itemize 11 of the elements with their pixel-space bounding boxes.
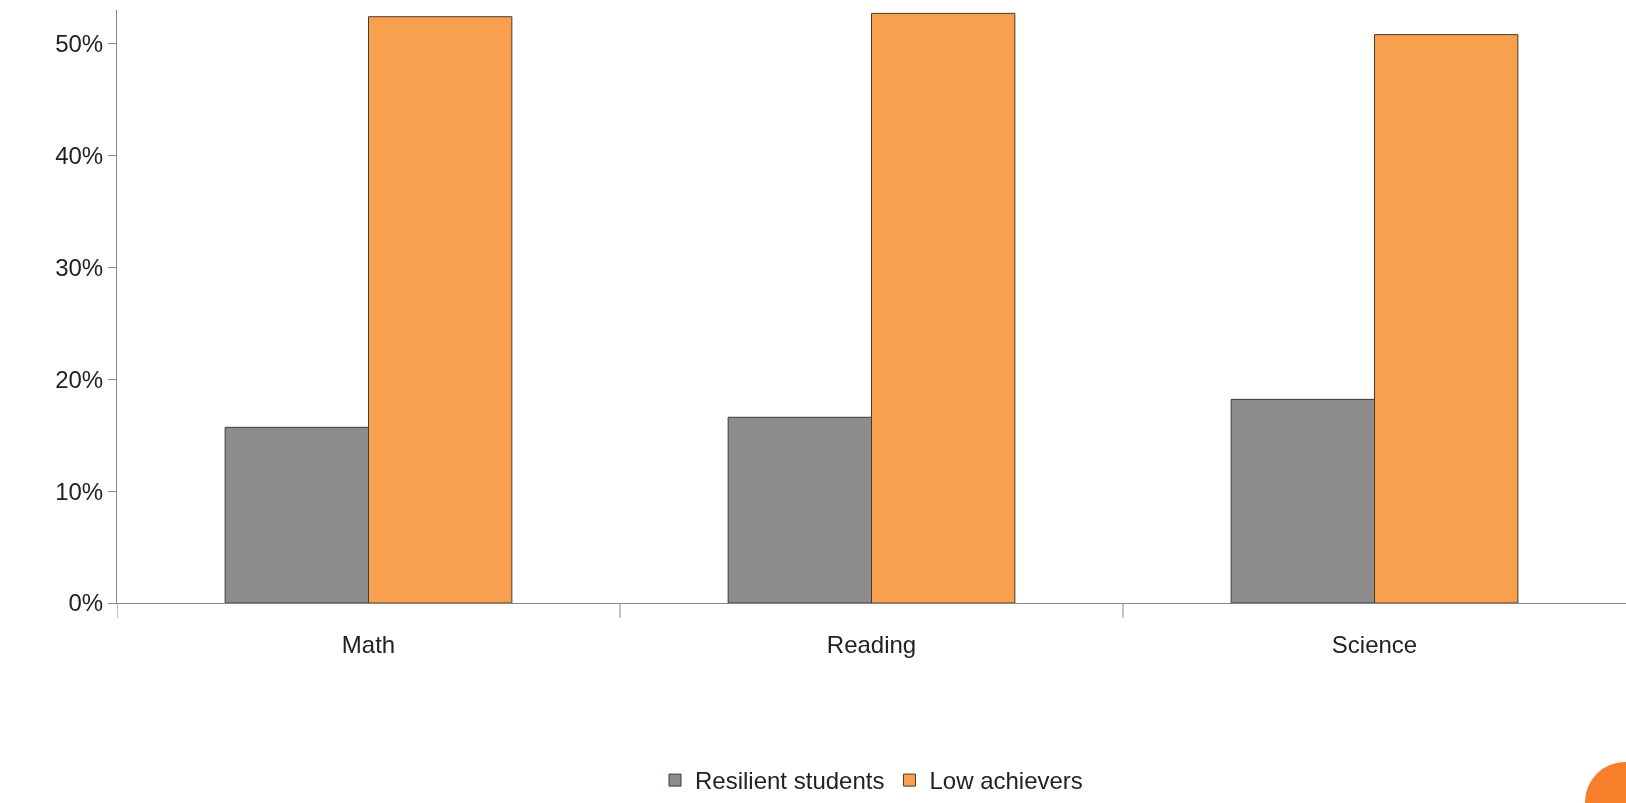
y-tick-label: 40% xyxy=(55,141,104,169)
x-tick-label: Reading xyxy=(826,630,917,658)
legend-label: Resilient students xyxy=(695,767,885,795)
y-tick-label: 10% xyxy=(55,477,104,505)
x-tick-label: Science xyxy=(1331,630,1418,658)
legend-label: Low achievers xyxy=(929,767,1083,795)
x-tick-label: Math xyxy=(341,630,396,658)
y-tick-label: 0% xyxy=(68,589,104,617)
y-tick-label: 50% xyxy=(55,29,104,57)
y-tick-label: 20% xyxy=(55,365,104,393)
y-tick-label: 30% xyxy=(55,253,104,281)
